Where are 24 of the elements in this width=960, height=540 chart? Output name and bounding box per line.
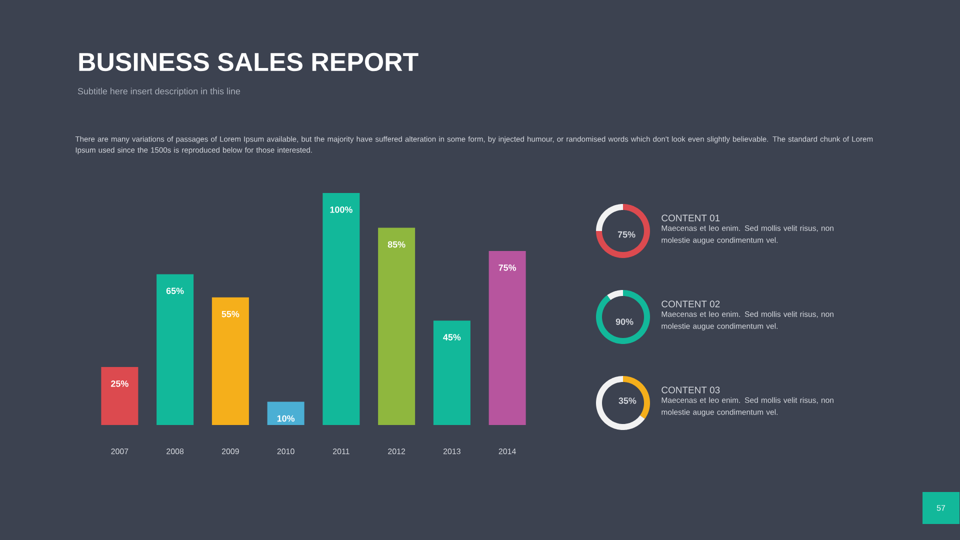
- chart-title: BUSINESS SALES REPORT: [79, 52, 418, 72]
- data-label: 25%: [111, 380, 128, 387]
- bar: [267, 402, 304, 425]
- bar: [433, 320, 470, 425]
- data-label: 75%: [498, 264, 516, 271]
- chart-subtitle: Subtitle here insert description in this line: [78, 88, 240, 96]
- text: CONTENT 02: [662, 300, 720, 308]
- text: CONTENT 03: [662, 386, 720, 394]
- data-label: 45%: [443, 334, 461, 340]
- bar: [322, 192, 360, 425]
- text: CONTENT 01: [662, 214, 720, 222]
- bar: [212, 297, 249, 425]
- data-label: 75%: [618, 231, 636, 238]
- data-label: 85%: [388, 241, 406, 248]
- data-label: 55%: [222, 310, 240, 318]
- bar: [156, 274, 194, 425]
- data-label: 10%: [277, 415, 295, 422]
- data-label: 90%: [616, 318, 634, 325]
- data-label: 65%: [166, 288, 184, 294]
- data-label: 35%: [618, 398, 636, 404]
- bar: [378, 228, 416, 425]
- bar: [101, 367, 138, 425]
- bar: [488, 250, 526, 425]
- data-label: 100%: [330, 206, 352, 213]
